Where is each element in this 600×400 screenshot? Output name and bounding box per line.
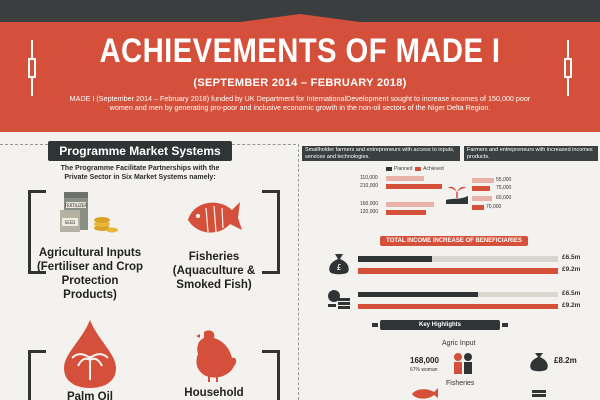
person-icon [454, 353, 472, 374]
frame-bracket [28, 190, 46, 274]
value-label: 70,000 [486, 204, 502, 210]
income-value: £6.5m [562, 254, 581, 261]
divider [0, 144, 48, 145]
bar [472, 186, 490, 191]
legend-planned-label: Planned [394, 166, 413, 172]
chicken-icon [196, 330, 237, 382]
bar [358, 256, 432, 262]
coins-stack-icon [328, 290, 350, 309]
bar [472, 178, 494, 183]
value-label: 120,000 [360, 209, 379, 215]
coins-stack-icon [532, 390, 546, 397]
frame-bracket [28, 350, 46, 400]
caption-access: Smallholder farmers and entrepreneurs wi… [302, 146, 460, 161]
currency-glyph: £ [336, 263, 341, 272]
highlights-title: Key Highlights [380, 320, 500, 330]
bar [472, 196, 492, 201]
income-value: £6.5m [562, 290, 581, 297]
highlight-agri-label: Agric Input [442, 340, 476, 347]
legend: Planned Achieved [386, 166, 444, 172]
income-value: £9.2m [562, 302, 581, 309]
divider [232, 144, 296, 145]
legend-planned-swatch [386, 166, 392, 171]
bar [358, 304, 558, 309]
value-label: 160,000 [360, 201, 379, 207]
income-title: TOTAL INCOME INCREASE OF BENEFICIARIES [380, 236, 528, 246]
page-subtitle: (SEPTEMBER 2014 – FEBRUARY 2018) [193, 77, 407, 89]
section-title-market-systems: Programme Market Systems [48, 141, 232, 161]
value-label: 60,000 [496, 195, 512, 201]
value-label: 210,000 [360, 183, 379, 189]
bar-track [358, 256, 558, 262]
hand-plant-icon [446, 186, 468, 204]
top-strip [0, 0, 600, 22]
bar [386, 202, 434, 207]
money-bag-icon [530, 353, 548, 372]
category-agricultural-inputs: Agricultural Inputs (Fertiliser and Crop… [36, 247, 144, 301]
legend-achieved-swatch [415, 166, 422, 171]
section-subtitle: The Programme Facilitate Partnerships wi… [60, 165, 220, 181]
seed-label: SEED [65, 220, 76, 225]
header-banner [0, 14, 600, 132]
highlight-agri-count: 168,000 [410, 356, 439, 365]
bar [358, 292, 478, 297]
highlight-agri-money: £8.2m [554, 356, 577, 365]
value-label: 75,000 [496, 185, 512, 191]
bar [472, 205, 484, 210]
ribbon-end [502, 323, 508, 327]
frame-bracket [262, 350, 280, 400]
bar [386, 210, 426, 215]
left-ornament-icon [26, 40, 38, 96]
bar [386, 184, 442, 189]
bar [358, 268, 558, 274]
category-household: Household [184, 387, 244, 399]
value-label: 110,000 [360, 175, 378, 181]
ribbon-end [372, 323, 378, 327]
right-ornament-icon [562, 40, 574, 96]
highlight-agri-note: 67% woman [410, 367, 438, 373]
legend-achieved-label: Achieved [423, 166, 444, 172]
income-value: £9.2m [562, 266, 581, 273]
fertilizer-label: FERTILIZER [65, 203, 88, 208]
value-label: 55,000 [496, 177, 512, 183]
palm-oil-drop-icon [64, 320, 116, 388]
frame-bracket [262, 190, 280, 274]
page-title: ACHIEVEMENTS OF MADE I [99, 32, 501, 70]
bar [386, 176, 424, 181]
fish-icon [188, 202, 242, 233]
money-bag-icon: £ [329, 254, 349, 275]
category-palm-oil: Palm Oil [66, 391, 114, 400]
category-fisheries: Fisheries (Aquaculture & Smoked Fish) [172, 251, 256, 291]
fertilizer-bag-icon: FERTILIZER SEED [60, 192, 118, 233]
highlight-fisheries-label: Fisheries [446, 380, 475, 387]
intro-text: MADE I (September 2014 – February 2018) … [69, 94, 531, 112]
caption-incomes: Farmers and entrepreneurs with increased… [464, 146, 598, 161]
panel-divider [298, 144, 299, 400]
fish-icon [412, 388, 438, 399]
